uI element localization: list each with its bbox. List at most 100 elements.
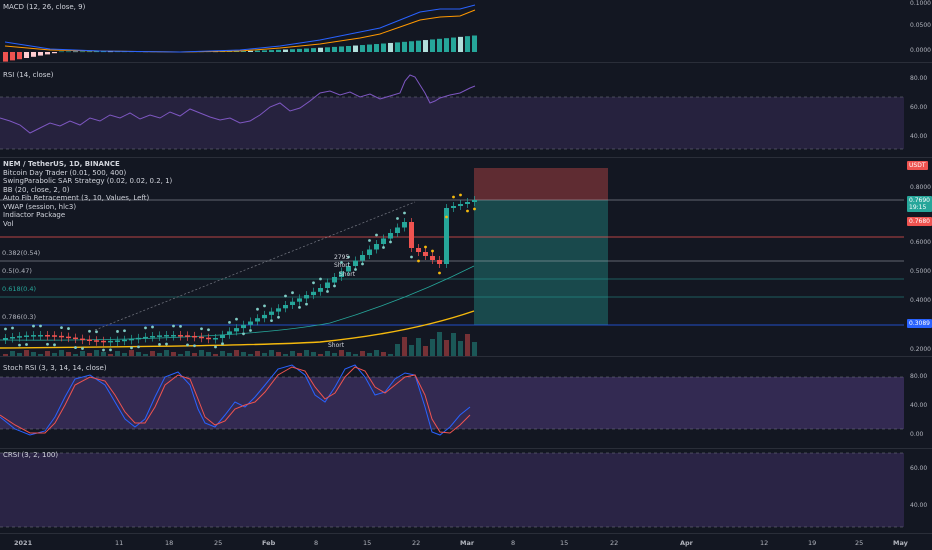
volume-bar [353,354,358,356]
sar-dot [256,307,259,311]
candle-body [248,321,253,325]
sar-dot [53,343,56,347]
volume-bar [10,351,15,356]
volume-bar [24,350,29,356]
volume-bar [87,353,92,356]
crsi-tick-2: 40.00 [910,502,928,509]
sar-dot [151,325,154,329]
sar-dot [60,326,63,330]
volume-bar [31,352,36,356]
sar-dot [305,302,308,306]
indicator-4[interactable]: Auto Fib Retracement (3, 10, Values, Lef… [3,194,150,202]
macd-histogram-bar [416,40,421,52]
volume-bar [150,351,155,356]
volume-bar [416,338,421,356]
volume-bar [213,354,218,356]
current-price: 0.7690 [909,197,930,204]
sar-dot [417,259,420,263]
sar-dot [459,193,462,197]
volume-bar [122,353,127,356]
macd-histogram-bar [430,39,435,52]
indicator-5[interactable]: VWAP (session, hlc3) [3,202,77,211]
macd-histogram-bar [3,52,8,62]
pane-divider[interactable] [0,356,932,357]
volume-bar [3,354,8,356]
sar-dot [130,346,133,350]
candle-body [220,334,225,338]
sar-dot [102,348,105,352]
macd-histogram-bar [17,52,22,60]
sar-dot [312,281,315,285]
sar-dot [95,330,98,334]
sar-dot [67,327,70,330]
indicator-1[interactable]: Bitcoin Day Trader (0.01, 500, 400) [3,168,127,177]
candle-body [157,335,162,337]
candle-body [353,260,358,266]
rsi-label: RSI (14, close) [3,71,54,79]
macd-histogram-bar [458,36,463,52]
date-label: 19 [808,539,817,547]
candle-body [402,222,407,228]
date-label: May [893,539,908,547]
volume-bar [143,354,148,356]
sar-dot [81,347,84,350]
pane-divider[interactable] [0,62,932,63]
indicator-3[interactable]: BB (20, close, 2, 0) [3,185,70,194]
volume-bar [262,353,267,356]
sar-dot [361,262,364,266]
rsi-pane[interactable]: RSI (14, close) 80.00 60.00 40.00 [0,63,932,157]
stoch-rsi-pane[interactable]: Stoch RSI (3, 3, 14, 14, close) 80.00 40… [0,357,932,448]
main-chart-pane[interactable]: NEM / TetherUS, 1D, BINANCE Bitcoin Day … [0,158,932,356]
candle-body [416,248,421,252]
macd-histogram-bar [451,37,456,52]
pane-divider[interactable] [0,448,932,449]
candle-body [199,336,204,339]
volume-bar [73,354,78,356]
volume-bar [192,353,197,356]
candle-body [430,256,435,260]
macd-histogram-bar [66,51,71,53]
volume-bar [199,350,204,356]
sar-dot [228,321,231,324]
macd-histogram-bar [388,42,393,52]
sar-dot [277,315,280,319]
candle-body [234,328,239,332]
currency-badge[interactable]: USDT [907,161,928,170]
indicator-6[interactable]: Indiactor Package [3,211,66,219]
volume-bar [241,352,246,356]
sar-dot [340,261,343,264]
volume-bar [430,339,435,356]
volume-bar [17,353,22,356]
volume-bar [269,350,274,356]
candle-body [101,340,106,343]
volume-bar [157,353,162,356]
crsi-pane[interactable]: CRSI (3, 2, 100) 60.00 40.00 [0,449,932,533]
date-label: 8 [314,539,319,547]
macd-pane[interactable]: MACD (12, 26, close, 9) 0.1000 0.0500 0.… [0,0,932,62]
candle-body [346,266,351,272]
price-label-3: 0.3089 [907,319,932,328]
candle-body [171,335,176,337]
indicator-7[interactable]: Vol [3,219,14,228]
main-legend: NEM / TetherUS, 1D, BINANCE Bitcoin Day … [3,160,172,228]
candle-body [311,291,316,296]
indicator-2[interactable]: SwingParabolic SAR Strategy (0.02, 0.02,… [3,177,173,185]
candle-body [451,206,456,208]
sar-dot [466,209,469,213]
time-axis-divider [0,533,932,534]
candle-body [206,337,211,340]
price-tick-2: 0.6000 [910,239,931,246]
sar-dot [354,268,357,271]
date-label: 8 [511,539,516,547]
symbol-title[interactable]: NEM / TetherUS, 1D, BINANCE [3,160,120,168]
volume-bar [283,354,288,356]
pane-divider[interactable] [0,157,932,158]
sar-dot [158,342,161,346]
candle-body [38,335,43,337]
macd-histogram-bar [94,51,99,53]
sar-dot [389,240,392,244]
candle-body [283,305,288,309]
candle-body [129,338,134,341]
sar-dot [179,324,182,328]
candle-body [73,337,78,340]
